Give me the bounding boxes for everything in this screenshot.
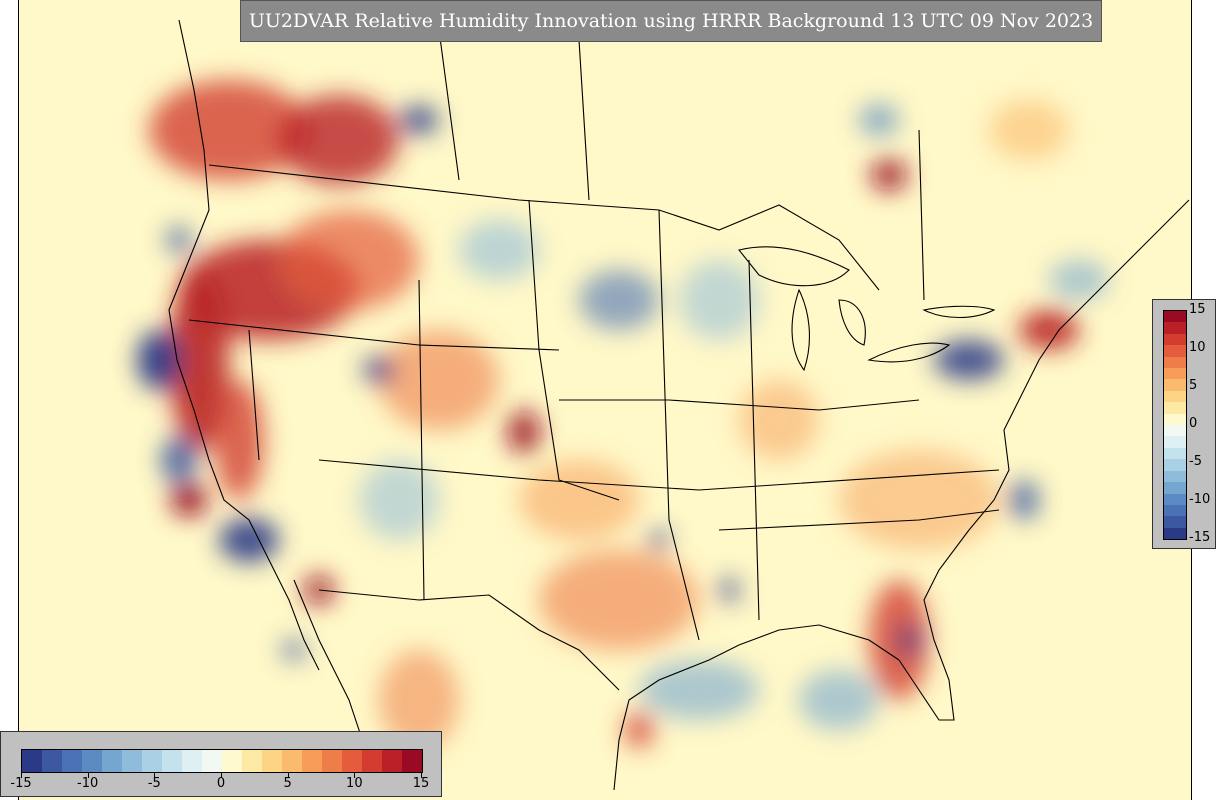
- colorbar-segment: [82, 750, 102, 772]
- colorbar-segment: [302, 750, 322, 772]
- colorbar-tick: [154, 773, 156, 778]
- colorbar-segment: [42, 750, 62, 772]
- colorbar-tick: [421, 773, 422, 778]
- horizontal-colorbar: -15 -10 -5 0 5 10 15: [0, 731, 442, 797]
- colorbar-tick-label: -10: [77, 776, 99, 791]
- colorbar-segment: [1164, 368, 1186, 380]
- colorbar-ramp-horizontal: [21, 749, 423, 773]
- colorbar-segment: [362, 750, 382, 772]
- colorbar-tick-label: -5: [147, 776, 161, 791]
- colorbar-segment: [1164, 527, 1186, 540]
- colorbar-segment: [1164, 356, 1186, 369]
- colorbar-segment: [1164, 470, 1186, 483]
- colorbar-segment: [322, 750, 342, 772]
- colorbar-tick-label: -15: [1189, 530, 1211, 545]
- colorbar-segment: [242, 750, 262, 772]
- colorbar-segment: [1164, 402, 1186, 414]
- colorbar-segment: [342, 750, 362, 772]
- colorbar-segment: [262, 750, 282, 772]
- colorbar-tick-label: -5: [1189, 454, 1202, 469]
- map-title: UU2DVAR Relative Humidity Innovation usi…: [240, 0, 1102, 42]
- colorbar-tick-label: 15: [412, 776, 430, 791]
- colorbar-segment: [1164, 413, 1186, 426]
- colorbar-segment: [182, 750, 202, 772]
- colorbar-segment: [1164, 311, 1186, 323]
- colorbar-tick: [221, 773, 222, 778]
- colorbar-tick-label: 0: [216, 776, 226, 791]
- colorbar-segment: [1164, 482, 1186, 494]
- colorbar-tick-label: 10: [1189, 340, 1206, 355]
- colorbar-segment: [1164, 390, 1186, 403]
- colorbar-segment: [382, 750, 402, 772]
- colorbar-segment: [202, 750, 222, 772]
- colorbar-segment: [102, 750, 122, 772]
- colorbar-segment: [1164, 459, 1186, 471]
- colorbar-segment: [1164, 333, 1186, 346]
- colorbar-segment: [1164, 322, 1186, 334]
- colorbar-segment: [1164, 504, 1186, 517]
- colorbar-tick: [354, 773, 356, 778]
- map-outlines: [168, 19, 1190, 791]
- colorbar-tick-label: 10: [346, 776, 363, 791]
- map-canvas: [137, 19, 1190, 791]
- colorbar-segment: [222, 750, 242, 772]
- map-area: [18, 0, 1192, 800]
- colorbar-segment: [1164, 447, 1186, 460]
- colorbar-segment: [1164, 345, 1186, 357]
- colorbar-segment: [122, 750, 142, 772]
- colorbar-segment: [1164, 436, 1186, 448]
- colorbar-segment: [22, 750, 42, 772]
- colorbar-tick-label: 5: [1189, 378, 1198, 393]
- colorbar-segment: [142, 750, 162, 772]
- colorbar-segment: [62, 750, 82, 772]
- colorbar-tick-label: 15: [1189, 302, 1206, 317]
- colorbar-tick: [21, 773, 22, 778]
- colorbar-tick-label: -15: [10, 776, 32, 791]
- colorbar-segment: [162, 750, 182, 772]
- colorbar-segment: [1164, 516, 1186, 528]
- colorbar-segment: [1164, 379, 1186, 391]
- colorbar-tick-label: 0: [1189, 416, 1198, 431]
- colorbar-segment: [402, 750, 422, 772]
- vertical-colorbar: 15 10 5 0 -5 -10 -15: [1152, 299, 1216, 549]
- innovation-field: [137, 80, 1109, 750]
- colorbar-ramp-vertical: [1163, 310, 1187, 540]
- colorbar-tick-label: -10: [1189, 492, 1211, 507]
- colorbar-tick-label: 5: [283, 776, 292, 791]
- colorbar-segment: [1164, 493, 1186, 505]
- colorbar-tick: [87, 773, 89, 778]
- colorbar-segment: [282, 750, 302, 772]
- colorbar-segment: [1164, 425, 1186, 437]
- colorbar-tick: [287, 773, 289, 778]
